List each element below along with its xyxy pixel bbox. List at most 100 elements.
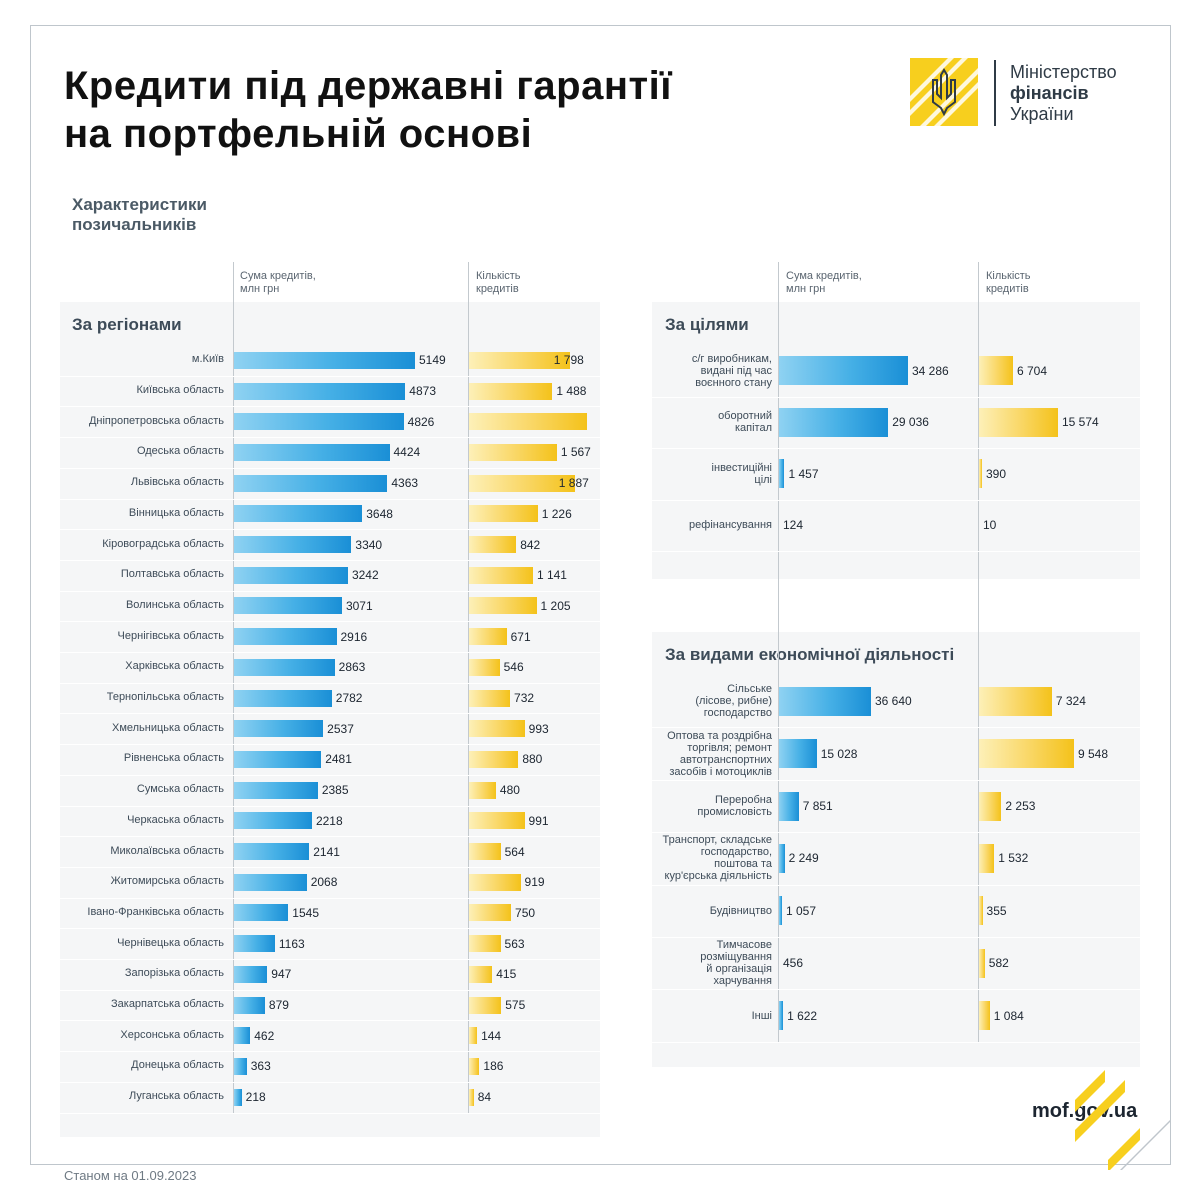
region-sum-value: 2385 — [321, 783, 349, 798]
region-sum-bar — [234, 720, 324, 738]
region-count-bar — [469, 413, 587, 431]
activity-row-separator — [652, 989, 1140, 991]
activity-count-bar — [979, 1001, 990, 1031]
region-sum-bar — [234, 628, 337, 646]
region-count-bar — [469, 720, 525, 738]
activity-category-label: Переробна промисловість — [697, 794, 772, 818]
region-category-label: Житомирська область — [110, 875, 224, 888]
region-category-label: Закарпатська область — [111, 998, 224, 1011]
region-row-separator — [60, 590, 600, 592]
goal-count-value: 15 574 — [1062, 415, 1099, 430]
region-category-label: Львівська область — [130, 476, 224, 489]
region-count-bar — [469, 965, 493, 983]
activity-sum-value: 36 640 — [875, 694, 912, 709]
region-row-separator — [60, 1020, 600, 1022]
region-count-value: 842 — [520, 537, 541, 552]
region-sum-bar — [234, 750, 322, 768]
region-count-bar — [469, 351, 570, 369]
region-count-bar — [469, 904, 512, 922]
region-count-value: 732 — [514, 691, 535, 706]
region-row-separator — [60, 498, 600, 500]
region-sum-bar — [234, 658, 335, 676]
logo-divider — [994, 60, 996, 126]
region-count-bar — [469, 1088, 474, 1106]
region-sum-value: 218 — [245, 1090, 266, 1105]
region-category-label: Харківська область — [125, 660, 224, 673]
region-count-bar — [469, 935, 501, 953]
sum-header-right-line-2: млн грн — [786, 283, 826, 295]
region-count-bar — [469, 382, 553, 400]
activity-category-label: Сільське (лісове, рибне) господарство — [695, 683, 772, 720]
activity-count-value: 582 — [988, 956, 1009, 971]
activity-count-value: 1 532 — [998, 851, 1029, 866]
region-category-label: м.Київ — [191, 353, 224, 366]
region-sum-bar — [234, 935, 275, 953]
region-row-separator — [60, 559, 600, 561]
region-sum-bar — [234, 904, 289, 922]
region-row-separator — [60, 805, 600, 807]
ministry-name-line-3: України — [1010, 104, 1074, 124]
goal-row-separator — [652, 396, 1140, 398]
regions-count-axis-line — [468, 262, 469, 1114]
region-category-label: Черкаська область — [127, 813, 224, 826]
count-column-header: Кількість кредитів — [476, 270, 521, 296]
activity-panel-title: За видами економічної діяльності — [665, 645, 955, 664]
right-count-axis-line — [978, 262, 979, 1042]
goals-panel-title: За цілями — [665, 315, 749, 334]
region-count-bar — [469, 536, 517, 554]
region-sum-bar — [234, 1088, 242, 1106]
ministry-name-line-2: фінансів — [1010, 83, 1089, 103]
goal-sum-value: 34 286 — [912, 363, 949, 378]
page-title: Кредити під державні гарантії на портфел… — [64, 62, 672, 158]
region-row-separator — [60, 621, 600, 623]
activity-count-value: 7 324 — [1055, 694, 1086, 709]
region-sum-bar — [234, 843, 310, 861]
activity-count-bar — [979, 948, 985, 978]
region-sum-value: 5149 — [419, 353, 446, 368]
activity-category-label: Інші — [751, 1009, 772, 1022]
region-count-bar — [469, 566, 533, 584]
goal-row-separator — [652, 551, 1140, 552]
region-count-value: 1 141 — [536, 568, 567, 583]
title-line-1: Кредити під державні гарантії — [64, 64, 672, 108]
region-row-separator — [60, 406, 600, 408]
title-line-2: на портфельній основі — [64, 112, 533, 156]
activity-sum-value: 456 — [783, 956, 804, 971]
region-sum-value: 879 — [268, 998, 289, 1013]
regions-sum-axis-line — [233, 262, 234, 1114]
region-count-value: 144 — [481, 1028, 502, 1043]
goal-sum-value: 124 — [783, 518, 804, 533]
region-sum-bar — [234, 1027, 251, 1045]
goal-sum-bar — [779, 356, 908, 386]
sum-column-header-right: Сума кредитів, млн грн — [786, 270, 862, 296]
activity-row-separator — [652, 884, 1140, 886]
regions-panel-title: За регіонами — [72, 315, 182, 334]
region-count-bar — [469, 750, 519, 768]
region-row-separator — [60, 682, 600, 684]
region-count-value: 1 226 — [541, 506, 572, 521]
region-count-value: 564 — [504, 844, 525, 859]
section-subtitle: Характеристики позичальників — [72, 195, 207, 235]
region-count-value: 575 — [505, 998, 526, 1013]
region-count-bar — [469, 597, 537, 615]
region-category-label: Івано-Франківська область — [87, 905, 224, 918]
goal-category-label: с/г виробникам, видані під час воєнного ст… — [691, 352, 772, 389]
region-sum-value: 1545 — [292, 905, 319, 920]
activity-count-bar — [979, 896, 983, 926]
as-of-date: Станом на 01.09.2023 — [64, 1168, 197, 1183]
region-count-bar — [469, 689, 511, 707]
region-sum-value: 4424 — [393, 445, 421, 460]
sum-header-right-line-1: Сума кредитів, — [786, 270, 862, 282]
region-category-label: Херсонська область — [120, 1028, 224, 1041]
region-sum-bar — [234, 505, 363, 523]
region-count-bar — [469, 812, 525, 830]
region-sum-bar — [234, 566, 348, 584]
goal-count-value: 390 — [986, 466, 1007, 481]
ministry-logo-icon — [910, 58, 978, 126]
goal-category-label: інвестиційні цілі — [711, 461, 772, 486]
activity-sum-value: 15 028 — [820, 746, 858, 761]
region-count-bar — [469, 843, 501, 861]
region-row-separator — [60, 1081, 600, 1083]
region-sum-value: 462 — [254, 1028, 275, 1043]
region-row-separator — [60, 375, 600, 377]
